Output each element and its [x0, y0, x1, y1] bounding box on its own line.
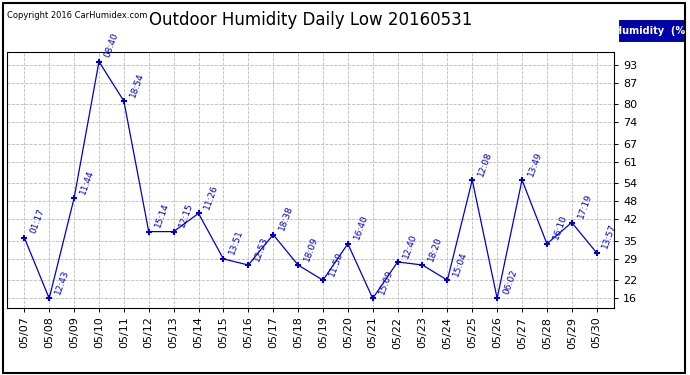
Text: 13:49: 13:49 — [526, 150, 544, 177]
Text: 15:04: 15:04 — [451, 250, 469, 278]
Text: 12:40: 12:40 — [402, 232, 419, 259]
Text: 11:44: 11:44 — [78, 168, 95, 195]
Text: 15:09: 15:09 — [377, 268, 394, 296]
Text: 15:14: 15:14 — [153, 201, 170, 229]
Text: 12:53: 12:53 — [253, 235, 270, 262]
Text: 18:20: 18:20 — [426, 235, 444, 262]
Text: 12:43: 12:43 — [53, 268, 70, 296]
Text: 13:57: 13:57 — [601, 223, 618, 250]
Text: 18:38: 18:38 — [277, 204, 295, 232]
Text: Humidity  (%): Humidity (%) — [613, 26, 689, 36]
Text: 16:40: 16:40 — [352, 214, 369, 241]
Text: 06:02: 06:02 — [502, 268, 519, 296]
Text: 11:26: 11:26 — [203, 183, 220, 211]
Text: 18:09: 18:09 — [302, 235, 319, 262]
Text: 18:54: 18:54 — [128, 71, 146, 98]
Text: 08:40: 08:40 — [103, 32, 121, 59]
Text: 13:51: 13:51 — [228, 229, 245, 256]
Text: 12:15: 12:15 — [178, 201, 195, 229]
Text: Outdoor Humidity Daily Low 20160531: Outdoor Humidity Daily Low 20160531 — [149, 11, 472, 29]
Text: 17:19: 17:19 — [576, 192, 593, 220]
Text: 11:50: 11:50 — [327, 250, 344, 278]
Text: Copyright 2016 CarHumidex.com: Copyright 2016 CarHumidex.com — [7, 11, 147, 20]
Text: 12:08: 12:08 — [476, 150, 493, 177]
Text: 16:10: 16:10 — [551, 214, 569, 241]
Text: 01:17: 01:17 — [28, 207, 46, 235]
